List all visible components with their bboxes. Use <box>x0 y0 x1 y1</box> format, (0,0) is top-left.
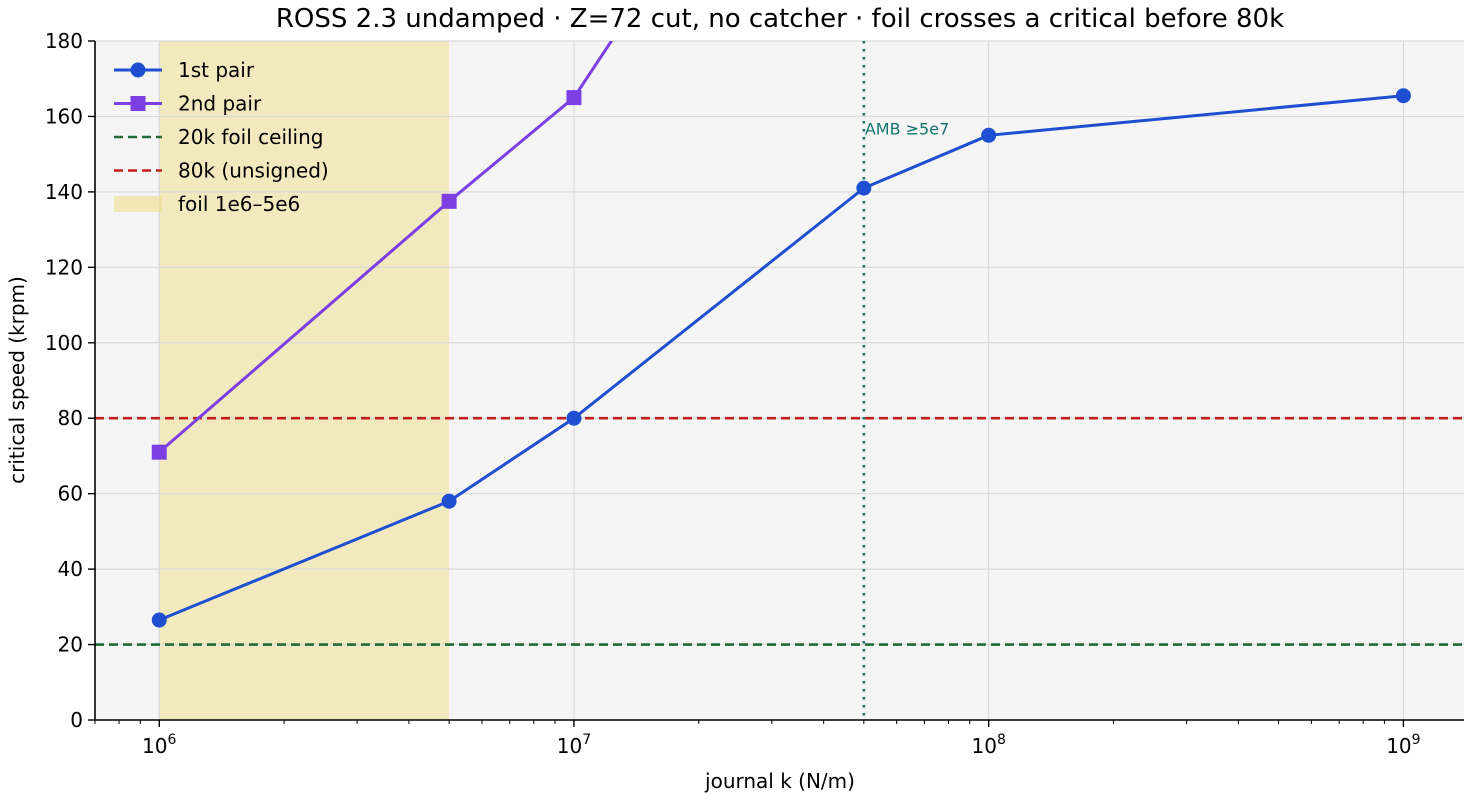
data-point <box>1395 88 1411 104</box>
chart-title: ROSS 2.3 undamped · Z=72 cut, no catcher… <box>276 4 1284 34</box>
legend-item: 80k (unsigned) <box>114 159 329 183</box>
series-line <box>158 94 1404 622</box>
y-tick-label: 180 <box>45 29 83 53</box>
legend-label: 2nd pair <box>178 92 262 116</box>
y-tick-label: 140 <box>45 180 83 204</box>
x-tick-label: 107 <box>557 732 591 758</box>
series-layer <box>151 41 1411 628</box>
x-axis-label: journal k (N/m) <box>704 769 855 793</box>
legend-swatch <box>114 196 162 212</box>
x-tick-label: 109 <box>1386 732 1420 758</box>
y-tick-label: 40 <box>58 557 83 581</box>
legend-item: 1st pair <box>114 58 255 82</box>
x-tick-label: 108 <box>971 732 1005 758</box>
y-tick-label: 0 <box>70 708 83 732</box>
reference-lines <box>95 41 1464 720</box>
data-point <box>151 612 167 628</box>
y-tick-label: 60 <box>58 482 83 506</box>
y-tick-label: 20 <box>58 633 83 657</box>
legend-item: foil 1e6–5e6 <box>114 192 300 216</box>
data-point <box>566 410 582 426</box>
data-point <box>856 180 872 196</box>
y-tick-label: 100 <box>45 331 83 355</box>
data-point <box>441 193 457 209</box>
x-tick-label: 106 <box>142 732 176 758</box>
series-clip-group <box>151 41 1411 628</box>
data-point <box>441 493 457 509</box>
legend-label: foil 1e6–5e6 <box>178 192 300 216</box>
series-line <box>158 41 614 454</box>
legend-marker <box>130 62 146 78</box>
y-tick-label: 80 <box>58 406 83 430</box>
band-layer <box>159 41 450 720</box>
legend-label: 80k (unsigned) <box>178 159 329 183</box>
legend-marker <box>130 96 146 111</box>
y-tick-label: 120 <box>45 255 83 279</box>
legend: 1st pair 2nd pair 20k foil ceiling 80k (uns… <box>114 58 329 216</box>
data-point <box>981 127 997 143</box>
data-point <box>566 90 582 106</box>
legend-label: 1st pair <box>178 58 255 82</box>
legend-label: 20k foil ceiling <box>178 125 323 149</box>
foil-band <box>159 41 450 720</box>
data-point <box>151 444 167 460</box>
y-axis-label: critical speed (krpm) <box>5 276 29 484</box>
annotation-label: AMB ≥5e7 <box>865 119 949 138</box>
legend-item: 2nd pair <box>114 92 262 116</box>
axes-layer: 0 20 40 60 80 100 120 140 160 180 106 107 108 109 <box>45 29 1464 758</box>
y-tick-label: 160 <box>45 104 83 128</box>
annotation-layer: AMB ≥5e7 <box>865 119 949 138</box>
legend-item: 20k foil ceiling <box>114 125 323 149</box>
